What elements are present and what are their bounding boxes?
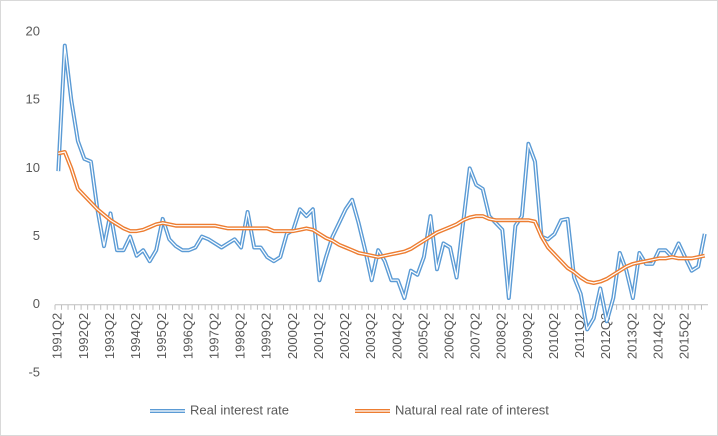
x-tick-label: 2013Q2 <box>624 313 639 359</box>
x-tick-label: 2014Q2 <box>650 313 665 359</box>
y-tick-label: 10 <box>26 160 40 175</box>
x-tick-label: 1995Q2 <box>154 313 169 359</box>
x-tick-label: 2010Q2 <box>546 313 561 359</box>
x-tick-label: 1998Q2 <box>233 313 248 359</box>
x-tick-label: 2008Q2 <box>494 313 509 359</box>
y-tick-label: 5 <box>33 228 40 243</box>
x-tick-label: 1991Q2 <box>50 313 65 359</box>
x-tick-label: 1996Q2 <box>180 313 195 359</box>
y-tick-label: 0 <box>33 296 40 311</box>
y-tick-label: -5 <box>28 364 40 379</box>
x-tick-label: 2011Q2 <box>572 313 587 358</box>
x-tick-label: 2001Q2 <box>311 313 326 359</box>
y-tick-label: 15 <box>26 92 40 107</box>
legend-label: Real interest rate <box>190 402 289 417</box>
x-tick-label: 1999Q2 <box>259 313 274 359</box>
x-tick-label: 2006Q2 <box>442 313 457 359</box>
legend-label: Natural real rate of interest <box>395 402 549 417</box>
x-tick-label: 2004Q2 <box>389 313 404 359</box>
x-tick-label: 2009Q2 <box>520 313 535 359</box>
x-tick-label: 2000Q2 <box>285 313 300 359</box>
x-tick-label: 1997Q2 <box>206 313 221 359</box>
series-line-inner <box>58 151 705 284</box>
x-tick-label: 2007Q2 <box>468 313 483 359</box>
x-tick-label: 1994Q2 <box>128 313 143 359</box>
x-tick-label: 2015Q2 <box>677 313 692 359</box>
x-tick-label: 2012Q2 <box>598 313 613 359</box>
x-tick-label: 2005Q2 <box>415 313 430 359</box>
y-tick-label: 20 <box>26 23 40 38</box>
x-tick-label: 1993Q2 <box>102 313 117 359</box>
x-tick-label: 2002Q2 <box>337 313 352 359</box>
x-tick-label: 1992Q2 <box>76 313 91 359</box>
x-tick-label: 2003Q2 <box>363 313 378 359</box>
